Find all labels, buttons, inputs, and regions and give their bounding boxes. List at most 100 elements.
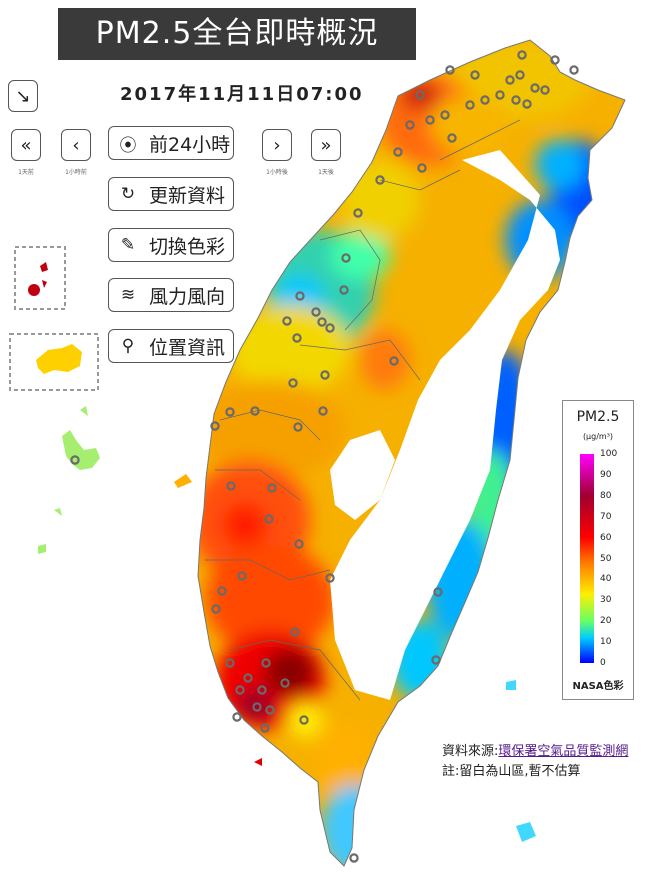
station-marker[interactable] <box>211 604 221 614</box>
station-marker[interactable] <box>325 573 335 583</box>
next-day-caption: 1天後 <box>318 169 334 176</box>
station-marker[interactable] <box>267 483 277 493</box>
wind-button[interactable]: ≋ 風力風向 <box>108 278 234 312</box>
station-marker[interactable] <box>311 307 321 317</box>
wind-icon: ≋ <box>120 285 136 305</box>
chevron-left-icon: ‹ <box>72 134 80 156</box>
station-marker[interactable] <box>440 110 450 120</box>
station-marker[interactable] <box>353 208 363 218</box>
station-marker[interactable] <box>522 99 532 109</box>
station-marker[interactable] <box>235 685 245 695</box>
legend-title: PM2.5 <box>576 409 620 425</box>
refresh-icon: ↻ <box>120 184 136 204</box>
legend-tick: 100 <box>600 449 618 459</box>
source-link[interactable]: 環保署空氣品質監測網 <box>498 744 629 759</box>
brush-icon: ✎ <box>120 235 136 255</box>
station-marker[interactable] <box>505 75 515 85</box>
station-marker[interactable] <box>375 175 385 185</box>
station-marker[interactable] <box>569 65 579 75</box>
legend-tick: 0 <box>600 658 606 668</box>
station-marker[interactable] <box>299 715 309 725</box>
legend-unit: (μg/m³) <box>582 432 614 441</box>
station-marker[interactable] <box>288 378 298 388</box>
map-pin-icon: ⚲ <box>121 336 135 356</box>
station-marker[interactable] <box>225 658 235 668</box>
double-chevron-right-icon: » <box>320 134 332 156</box>
station-marker[interactable] <box>294 539 304 549</box>
switch-color-button[interactable]: ✎ 切換色彩 <box>108 228 234 262</box>
station-marker[interactable] <box>225 407 235 417</box>
station-marker[interactable] <box>237 571 247 581</box>
data-timestamp: 2017年11月11日07:00 <box>120 84 364 105</box>
prev-day-button[interactable]: « <box>11 129 41 161</box>
station-marker[interactable] <box>405 120 415 130</box>
arrow-down-right-icon[interactable]: ↘ <box>8 80 38 112</box>
station-marker[interactable] <box>252 702 262 712</box>
station-marker[interactable] <box>431 655 441 665</box>
past-24h-button[interactable]: ⦿ 前24小時 <box>108 126 234 160</box>
station-marker[interactable] <box>232 712 242 722</box>
station-marker[interactable] <box>425 115 435 125</box>
station-marker[interactable] <box>226 481 236 491</box>
legend-tick: 80 <box>600 490 612 501</box>
station-marker[interactable] <box>339 285 349 295</box>
station-marker[interactable] <box>325 323 335 333</box>
station-marker[interactable] <box>292 333 302 343</box>
station-marker[interactable] <box>393 147 403 157</box>
penghu-islands <box>38 406 192 554</box>
station-marker[interactable] <box>295 291 305 301</box>
station-marker[interactable] <box>290 627 300 637</box>
station-marker[interactable] <box>417 163 427 173</box>
station-marker[interactable] <box>495 90 505 100</box>
station-marker[interactable] <box>433 587 443 597</box>
legend-tick: 70 <box>600 511 612 522</box>
station-marker[interactable] <box>317 317 327 327</box>
station-marker[interactable] <box>265 705 275 715</box>
legend-footer: NASA色彩 <box>572 681 624 692</box>
station-marker[interactable] <box>515 70 525 80</box>
source-note: 註:留白為山區,暫不估算 <box>442 764 581 779</box>
station-marker[interactable] <box>465 100 475 110</box>
legend-tick: 60 <box>600 532 612 543</box>
station-marker[interactable] <box>257 685 267 695</box>
station-marker[interactable] <box>280 678 290 688</box>
location-info-button[interactable]: ⚲ 位置資訊 <box>108 329 234 363</box>
station-marker[interactable] <box>550 55 560 65</box>
station-marker[interactable] <box>320 370 330 380</box>
station-marker[interactable] <box>447 133 457 143</box>
station-marker[interactable] <box>260 723 270 733</box>
pm25-legend: PM2.5 (μg/m³) 100 90 80 70 60 50 40 30 20 10 0 NAS… <box>562 400 634 700</box>
station-marker[interactable] <box>511 95 521 105</box>
station-marker[interactable] <box>445 65 455 75</box>
legend-color-bar <box>580 454 594 663</box>
kinmen-islands <box>36 344 82 374</box>
location-info-label: 位置資訊 <box>149 336 226 359</box>
station-marker[interactable] <box>517 50 527 60</box>
legend-tick: 10 <box>600 637 612 648</box>
station-marker[interactable] <box>530 83 540 93</box>
kinmen-inset <box>9 333 99 391</box>
station-marker[interactable] <box>261 658 271 668</box>
station-marker[interactable] <box>341 253 351 263</box>
station-marker[interactable] <box>470 70 480 80</box>
prev-hour-button[interactable]: ‹ <box>61 129 91 161</box>
station-marker[interactable] <box>282 316 292 326</box>
station-marker[interactable] <box>70 455 80 465</box>
refresh-data-button[interactable]: ↻ 更新資料 <box>108 177 234 211</box>
station-marker[interactable] <box>480 95 490 105</box>
station-marker[interactable] <box>293 422 303 432</box>
station-marker[interactable] <box>217 586 227 596</box>
next-hour-button[interactable]: › <box>262 129 292 161</box>
wind-label: 風力風向 <box>149 285 226 308</box>
station-marker[interactable] <box>210 421 220 431</box>
station-marker[interactable] <box>389 356 399 366</box>
station-marker[interactable] <box>250 406 260 416</box>
station-marker[interactable] <box>264 514 274 524</box>
station-marker[interactable] <box>540 85 550 95</box>
next-day-button[interactable]: » <box>311 129 341 161</box>
station-marker[interactable] <box>415 90 425 100</box>
station-marker[interactable] <box>243 673 253 683</box>
station-marker[interactable] <box>349 853 359 863</box>
station-marker[interactable] <box>318 406 328 416</box>
